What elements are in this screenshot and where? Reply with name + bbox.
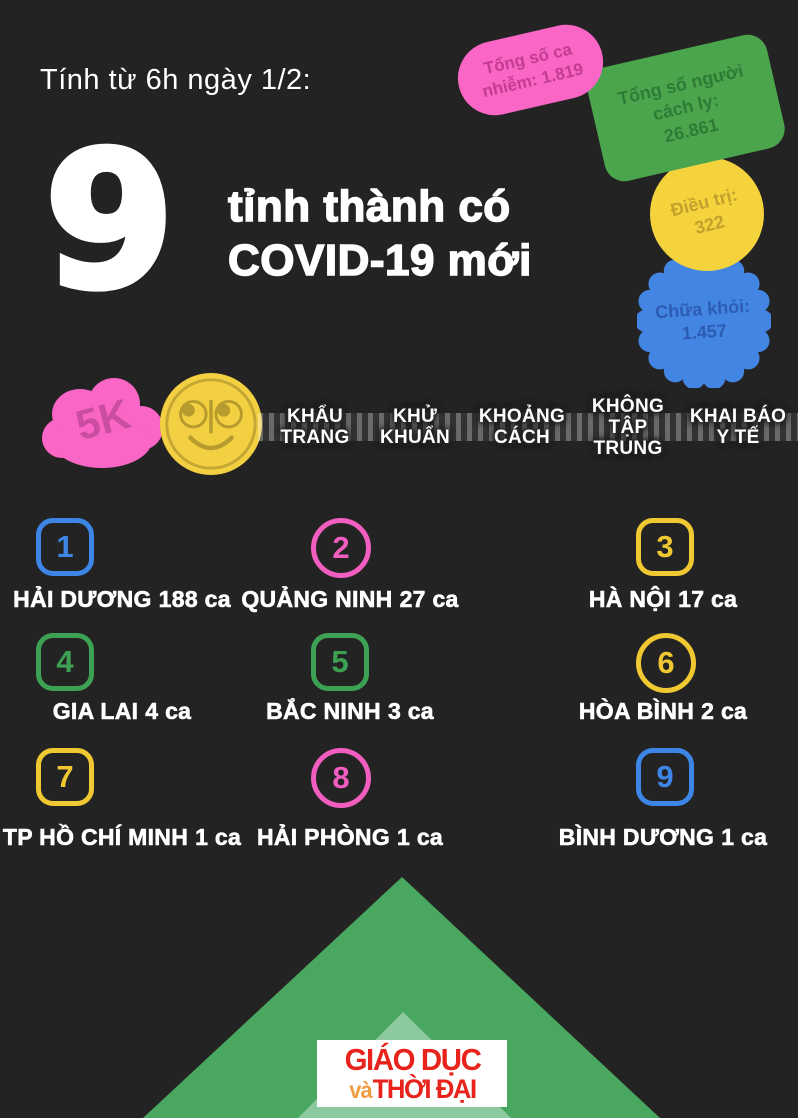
rank-badge-5: 5 xyxy=(311,633,369,691)
logo-text-va: và xyxy=(348,1077,372,1103)
rank-badge-3: 3 xyxy=(636,518,694,576)
five-k-cloud-badge: 5K xyxy=(40,370,170,472)
dashed-divider-strip xyxy=(258,413,798,441)
headline: tỉnh thành có COVID-19 mới xyxy=(227,180,532,288)
stat-recovered-text: Chữa khỏi: 1.457 xyxy=(655,295,752,344)
five-k-item-khai-bao-y-te: KHAI BÁO Y TẾ xyxy=(689,406,787,448)
smiley-face-icon xyxy=(158,371,264,477)
logo-text-giao-duc: GIÁO DỤC xyxy=(344,1042,481,1077)
rank-badge-4: 4 xyxy=(36,633,94,691)
logo-text-thoi-dai: THỜI ĐẠI xyxy=(372,1074,477,1104)
cloud-icon xyxy=(40,378,170,476)
province-label-2: QUẢNG NINH 27 ca xyxy=(241,586,459,613)
five-k-item-khong-tap-trung: KHÔNG TẬP TRUNG xyxy=(591,395,665,459)
rank-badge-2: 2 xyxy=(311,518,371,578)
province-label-3: HÀ NỘI 17 ca xyxy=(588,586,738,613)
rank-badge-8: 8 xyxy=(311,748,371,808)
five-k-item-khu-khuan: KHỬ KHUẨN xyxy=(379,406,451,448)
five-k-item-khoang-cach: KHOẢNG CÁCH xyxy=(478,406,566,448)
stat-recovered-badge: Chữa khỏi: 1.457 xyxy=(634,252,774,390)
flower-burst-icon xyxy=(634,252,774,395)
five-k-item-khau-trang: KHẨU TRANG xyxy=(280,406,350,448)
province-label-5: BẮC NINH 3 ca xyxy=(266,698,434,725)
headline-number: 9 xyxy=(41,112,178,331)
headline-line-2: COVID-19 mới xyxy=(227,235,532,286)
stat-treating-badge: Điều trị: 322 xyxy=(650,157,764,271)
stat-infected-badge: Tổng số ca nhiễm: 1.819 xyxy=(450,17,611,123)
publisher-logo: GIÁO DỤC và THỜI ĐẠI xyxy=(317,1040,507,1107)
province-label-9: BÌNH DƯƠNG 1 ca xyxy=(558,824,768,851)
headline-line-1: tỉnh thành có xyxy=(227,181,511,232)
province-label-8: HẢI PHÒNG 1 ca xyxy=(256,824,443,851)
rank-badge-7: 7 xyxy=(36,748,94,806)
province-label-4: GIA LAI 4 ca xyxy=(52,698,192,725)
rank-badge-1: 1 xyxy=(36,518,94,576)
stat-quarantined-badge: Tổng số người cách ly: 26.861 xyxy=(583,30,789,186)
province-label-1: HẢI DƯƠNG 188 ca xyxy=(13,586,231,613)
rank-badge-9: 9 xyxy=(636,748,694,806)
province-label-6: HÒA BÌNH 2 ca xyxy=(578,698,748,725)
stat-treating-text: Điều trị: 322 xyxy=(668,184,740,239)
date-note: Tính từ 6h ngày 1/2: xyxy=(40,64,312,96)
province-label-7: TP HỒ CHÍ MINH 1 ca xyxy=(2,824,242,851)
rank-badge-6: 6 xyxy=(636,633,696,693)
